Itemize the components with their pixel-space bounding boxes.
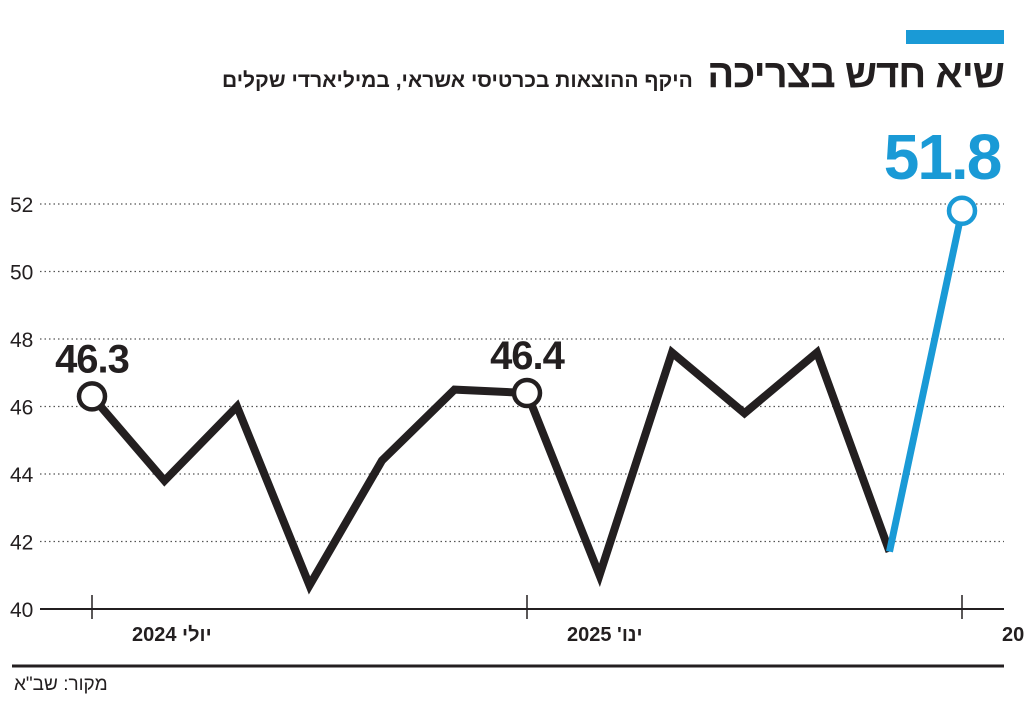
source-note: מקור: שב"א: [14, 674, 108, 695]
x-tick-label: יולי 2025: [1002, 624, 1024, 646]
data-point-marker: [946, 195, 978, 226]
y-tick-label: 40: [10, 599, 33, 622]
x-tick-label: יולי 2024: [132, 624, 212, 646]
y-tick-label: 46: [10, 397, 33, 420]
chart-subtitle: היקף ההוצאות בכרטיסי אשראי, במיליארדי שק…: [221, 69, 693, 92]
x-tick-label: ינו' 2025: [567, 624, 643, 646]
series-line-highlight: [886, 210, 966, 553]
y-tick-label: 48: [10, 329, 33, 352]
y-tick-label: 44: [10, 464, 34, 487]
y-tick-label: 52: [10, 194, 33, 217]
accent-bar: [906, 30, 1004, 44]
data-label: 46.3: [55, 337, 129, 381]
chart-title: שיא חדש בצריכה: [707, 52, 1005, 96]
y-tick-label: 50: [10, 262, 33, 285]
data-label: 51.8: [884, 121, 1001, 193]
data-label: 46.4: [490, 334, 566, 378]
y-tick-label: 42: [10, 532, 33, 555]
series-line: [88, 345, 894, 595]
data-point-marker: [76, 381, 108, 412]
data-point-marker: [511, 377, 543, 409]
header: שיא חדש בצריכה היקף ההוצאות בכרטיסי אשרא…: [221, 52, 1005, 97]
